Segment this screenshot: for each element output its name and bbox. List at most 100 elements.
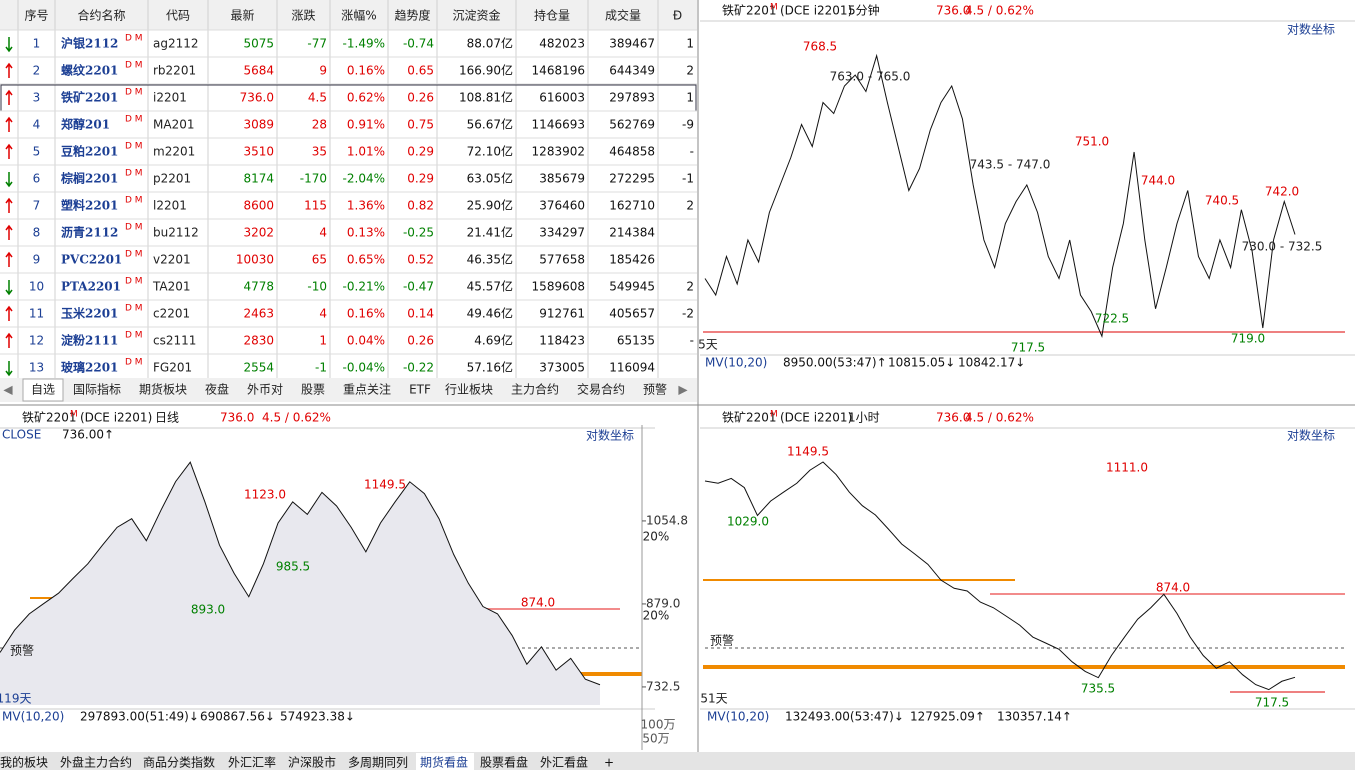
cell: 1146693: [532, 118, 585, 132]
price-line: [704, 461, 1296, 691]
indicator: 8950.00(53:47)↑: [783, 356, 887, 370]
trend-arrow: [5, 143, 13, 159]
cell: -0.74: [403, 37, 434, 51]
taskbar-tab[interactable]: 期货看盘: [420, 755, 468, 770]
scale-mode[interactable]: 对数坐标: [586, 428, 634, 443]
column-header: 涨幅%: [341, 8, 376, 23]
annotation: 1029.0: [727, 515, 769, 529]
annotation: 100万: [641, 718, 676, 732]
cell: -9: [682, 118, 694, 132]
tab-bar: [0, 378, 697, 402]
annotation: 742.0: [1265, 185, 1299, 199]
price-area: [0, 462, 600, 705]
panel-period[interactable]: 5分钟: [848, 3, 880, 18]
indicator: 132493.00(53:47)↓: [785, 710, 904, 724]
annotation: 740.5: [1205, 194, 1239, 208]
cell: -0.04%: [343, 361, 385, 375]
cell: 56.67亿: [467, 117, 513, 132]
cell: 185426: [609, 253, 655, 267]
annotation: 735.5: [1081, 682, 1115, 696]
panel-period[interactable]: 日线: [155, 411, 179, 425]
cell: 9: [319, 64, 327, 78]
cell: 5684: [243, 64, 274, 78]
cell: l2201: [153, 199, 187, 213]
cell: -2: [682, 307, 694, 321]
annotation: 20%: [643, 530, 670, 544]
taskbar-tab[interactable]: 外盘主力合约: [60, 755, 132, 770]
panel-period[interactable]: 1小时: [848, 411, 880, 425]
scale-mode[interactable]: 对数坐标: [1287, 428, 1335, 443]
tab[interactable]: 自选: [31, 383, 55, 397]
annotation: 719.0: [1231, 332, 1265, 346]
taskbar-tab[interactable]: 商品分类指数: [143, 755, 215, 770]
cell: 385679: [539, 172, 585, 186]
tab[interactable]: 国际指标: [73, 382, 121, 397]
cell: -10: [307, 280, 327, 294]
badge: D M: [125, 196, 143, 206]
cell: 25.90亿: [467, 198, 513, 213]
cell: 8600: [243, 199, 274, 213]
tab[interactable]: 重点关注: [343, 382, 391, 397]
annotation: 51天: [700, 692, 727, 706]
cell: 21.41亿: [467, 225, 513, 240]
tab[interactable]: 预警: [643, 382, 667, 397]
column-header: 趋势度: [394, 8, 430, 23]
indicator: MV(10,20): [707, 710, 769, 724]
taskbar-tab[interactable]: 沪深股市: [288, 755, 336, 770]
trend-arrow: [5, 361, 13, 377]
tab[interactable]: ETF: [409, 383, 431, 397]
cell: 9: [33, 253, 41, 267]
scale-mode[interactable]: 对数坐标: [1287, 22, 1335, 37]
taskbar-tab[interactable]: 外汇汇率: [228, 755, 276, 770]
cell: 616003: [539, 91, 585, 105]
cell: 淀粉2111: [61, 333, 118, 348]
cell: 0.65: [407, 64, 434, 78]
cell: 塑料2201: [61, 198, 118, 213]
badge: D M: [125, 358, 143, 368]
taskbar-tab[interactable]: 多周期同列: [348, 756, 408, 770]
annotation: 1149.5: [787, 445, 829, 459]
taskbar-tab[interactable]: +: [604, 756, 614, 770]
tab[interactable]: 外币对: [247, 383, 283, 397]
panel-contract: 铁矿2201: [722, 4, 777, 18]
cell: 108.81亿: [459, 90, 513, 105]
indicator: 10842.17↓: [958, 356, 1025, 370]
cell: 562769: [609, 118, 655, 132]
annotation: 5天: [698, 338, 718, 352]
cell: 1589608: [532, 280, 585, 294]
tab[interactable]: 行业板块: [445, 383, 493, 397]
cell: 4.5: [308, 91, 327, 105]
column-header: 序号: [24, 8, 48, 23]
cell: MA201: [153, 118, 194, 132]
cell: 0.65%: [347, 253, 385, 267]
y-tick-label: 879.0: [646, 596, 680, 610]
trend-arrow: [5, 172, 13, 188]
trend-arrow: [5, 332, 13, 348]
cell: 1: [319, 334, 327, 348]
column-header: 合约名称: [77, 8, 125, 23]
cell: 334297: [539, 226, 585, 240]
tab[interactable]: 交易合约: [577, 382, 625, 397]
taskbar-tab[interactable]: 我的板块: [0, 755, 48, 770]
price-line: [0, 461, 601, 686]
cell: 3202: [243, 226, 274, 240]
tab-nav: ◀: [3, 383, 13, 397]
y-tick-label: 1054.8: [646, 513, 688, 527]
cell: 464858: [609, 145, 655, 159]
cell: 郑醇201: [61, 117, 110, 132]
tab[interactable]: 主力合约: [511, 382, 559, 397]
taskbar-tab[interactable]: 股票看盘: [480, 755, 528, 770]
tab[interactable]: 股票: [301, 383, 325, 397]
tab[interactable]: 期货板块: [139, 382, 187, 397]
cell: 389467: [609, 37, 655, 51]
cell: -0.22: [403, 361, 434, 375]
cell: 65: [312, 253, 327, 267]
close-label: CLOSE: [2, 428, 41, 442]
annotation: 763.0 - 765.0: [830, 70, 911, 84]
cell: 0.75: [407, 118, 434, 132]
taskbar-tab[interactable]: 外汇看盘: [540, 755, 588, 770]
cell: 65135: [617, 334, 655, 348]
annotation: 722.5: [1095, 312, 1129, 326]
tab[interactable]: 夜盘: [205, 382, 229, 397]
